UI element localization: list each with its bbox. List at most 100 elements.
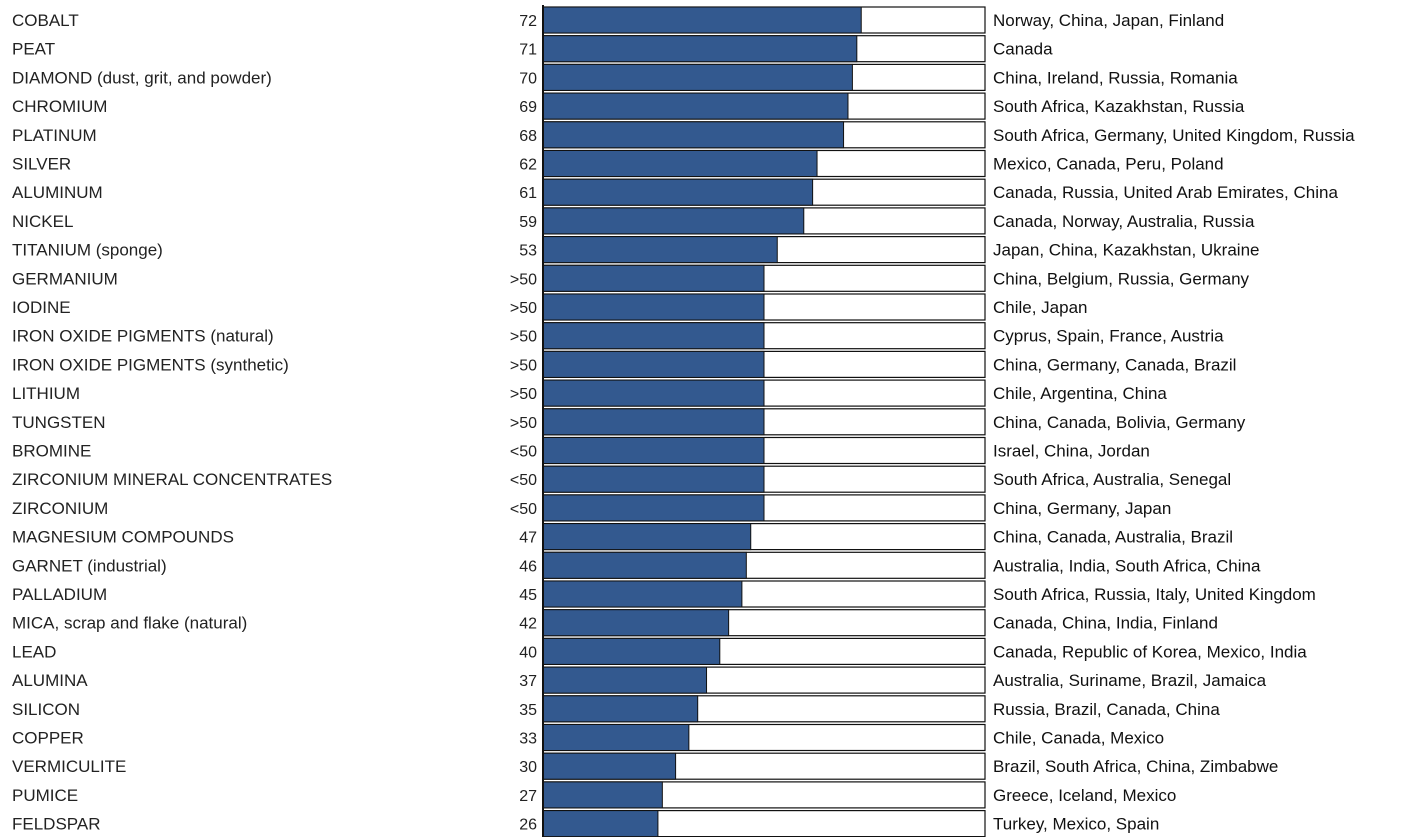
value-label: <50 — [510, 501, 537, 518]
mineral-label: DIAMOND (dust, grit, and powder) — [12, 68, 272, 87]
value-label: 59 — [519, 214, 537, 231]
sources-label: China, Ireland, Russia, Romania — [993, 68, 1238, 87]
chart-row: IODINE >50 Chile, Japan — [12, 293, 1088, 321]
bar — [542, 551, 747, 579]
sources-label: Russia, Brazil, Canada, China — [993, 700, 1220, 719]
bar — [542, 810, 659, 837]
chart-row: TUNGSTEN >50 China, Canada, Bolivia, Germa… — [12, 408, 1246, 436]
sources-label: Mexico, Canada, Peru, Poland — [993, 155, 1224, 174]
mineral-label: FELDSPAR — [12, 815, 101, 834]
sources-label: South Africa, Germany, United Kingdom, R… — [993, 126, 1355, 145]
value-label: 30 — [519, 759, 537, 776]
bar — [542, 350, 765, 378]
sources-label: Chile, Japan — [993, 298, 1088, 317]
chart-row: PEAT 71 Canada — [12, 35, 1053, 63]
value-label: 42 — [519, 616, 537, 633]
chart-row: LITHIUM >50 Chile, Argentina, China — [12, 379, 1167, 407]
sources-label: Chile, Canada, Mexico — [993, 729, 1164, 748]
mineral-label: LEAD — [12, 642, 56, 661]
chart-row: COPPER 33 Chile, Canada, Mexico — [12, 723, 1164, 752]
value-label: >50 — [510, 386, 537, 403]
mineral-label: SILICON — [12, 700, 80, 719]
bar — [542, 752, 677, 780]
sources-label: Canada, China, India, Finland — [993, 614, 1218, 633]
value-label: 53 — [519, 243, 537, 260]
chart-row: MICA, scrap and flake (natural) 42 Canada,… — [12, 609, 1218, 637]
mineral-label: MAGNESIUM COMPOUNDS — [12, 528, 234, 547]
chart-row: TITANIUM (sponge) 53 Japan, China, Kazakhs… — [12, 236, 1260, 264]
bar — [542, 637, 721, 665]
mineral-label: IODINE — [12, 298, 71, 317]
bar — [542, 92, 849, 120]
bar — [542, 494, 765, 522]
chart-row: COBALT 72 Norway, China, Japan, Finland — [12, 6, 1224, 34]
value-label: 40 — [519, 644, 537, 661]
bar — [542, 236, 778, 264]
bar — [542, 724, 690, 751]
mineral-label: IRON OXIDE PIGMENTS (synthetic) — [12, 355, 289, 374]
mineral-label: TUNGSTEN — [12, 413, 106, 432]
chart-row: NICKEL 59 Canada, Norway, Australia, Russi… — [12, 207, 1255, 235]
value-label: 69 — [519, 99, 537, 116]
sources-label: Canada — [993, 40, 1053, 59]
value-label: <50 — [510, 472, 537, 489]
mineral-label: COPPER — [12, 729, 84, 748]
bar — [542, 322, 765, 350]
chart-row: FELDSPAR 26 Turkey, Mexico, Spain — [12, 809, 1159, 837]
mineral-label: LITHIUM — [12, 384, 80, 403]
sources-label: Cyprus, Spain, France, Austria — [993, 327, 1224, 346]
mineral-label: SILVER — [12, 155, 71, 174]
sources-label: Australia, Suriname, Brazil, Jamaica — [993, 671, 1267, 690]
value-label: 70 — [519, 70, 537, 87]
sources-label: Greece, Iceland, Mexico — [993, 786, 1176, 805]
bar — [542, 63, 853, 91]
mineral-label: NICKEL — [12, 212, 73, 231]
value-label: <50 — [510, 444, 537, 461]
mineral-label: TITANIUM (sponge) — [12, 241, 163, 260]
value-label: 68 — [519, 128, 537, 145]
bar — [542, 609, 730, 637]
chart-row: BROMINE <50 Israel, China, Jordan — [12, 436, 1150, 465]
value-label: 47 — [519, 530, 537, 547]
chart-row: LEAD 40 Canada, Republic of Korea, Mexico,… — [12, 637, 1307, 666]
sources-label: Canada, Russia, United Arab Emirates, Ch… — [993, 183, 1338, 202]
bar — [542, 121, 845, 149]
sources-label: China, Canada, Australia, Brazil — [993, 528, 1233, 547]
chart-row: PUMICE 27 Greece, Iceland, Mexico — [12, 781, 1176, 809]
bar — [542, 264, 765, 292]
sources-label: South Africa, Australia, Senegal — [993, 470, 1231, 489]
chart-row: ZIRCONIUM <50 China, Germany, Japan — [12, 494, 1171, 522]
chart-row: IRON OXIDE PIGMENTS (synthetic) >50 China,… — [12, 350, 1236, 378]
chart-row: PALLADIUM 45 South Africa, Russia, Italy, … — [12, 580, 1316, 608]
value-label: 71 — [519, 42, 537, 59]
bar — [542, 207, 805, 235]
sources-label: South Africa, Russia, Italy, United King… — [993, 585, 1316, 604]
mineral-label: MICA, scrap and flake (natural) — [12, 614, 247, 633]
chart-row: DIAMOND (dust, grit, and powder) 70 China,… — [12, 63, 1238, 92]
sources-label: South Africa, Kazakhstan, Russia — [993, 97, 1245, 116]
bar — [542, 6, 862, 34]
value-label: 45 — [519, 587, 537, 604]
chart-row: IRON OXIDE PIGMENTS (natural) >50 Cyprus, … — [12, 322, 1224, 350]
bar — [542, 437, 765, 464]
value-label: >50 — [510, 300, 537, 317]
sources-label: Turkey, Mexico, Spain — [993, 815, 1159, 834]
bar — [542, 35, 858, 63]
chart-row: VERMICULITE 30 Brazil, South Africa, China… — [12, 752, 1278, 780]
chart-row: MAGNESIUM COMPOUNDS 47 China, Canada, Aust… — [12, 522, 1233, 551]
value-label: 27 — [519, 788, 537, 805]
mineral-label: PLATINUM — [12, 126, 97, 145]
mineral-label: ZIRCONIUM — [12, 499, 108, 518]
mineral-label: VERMICULITE — [12, 757, 126, 776]
bar — [542, 666, 708, 694]
value-label: 61 — [519, 185, 537, 202]
chart-row: GARNET (industrial) 46 Australia, India, S… — [12, 551, 1261, 579]
sources-label: Israel, China, Jordan — [993, 442, 1150, 461]
sources-label: China, Canada, Bolivia, Germany — [993, 413, 1246, 432]
bar — [542, 695, 699, 723]
sources-label: Australia, India, South Africa, China — [993, 556, 1261, 575]
bar — [542, 150, 818, 177]
mineral-label: PUMICE — [12, 786, 78, 805]
chart-row: ZIRCONIUM MINERAL CONCENTRATES <50 South A… — [12, 465, 1231, 493]
